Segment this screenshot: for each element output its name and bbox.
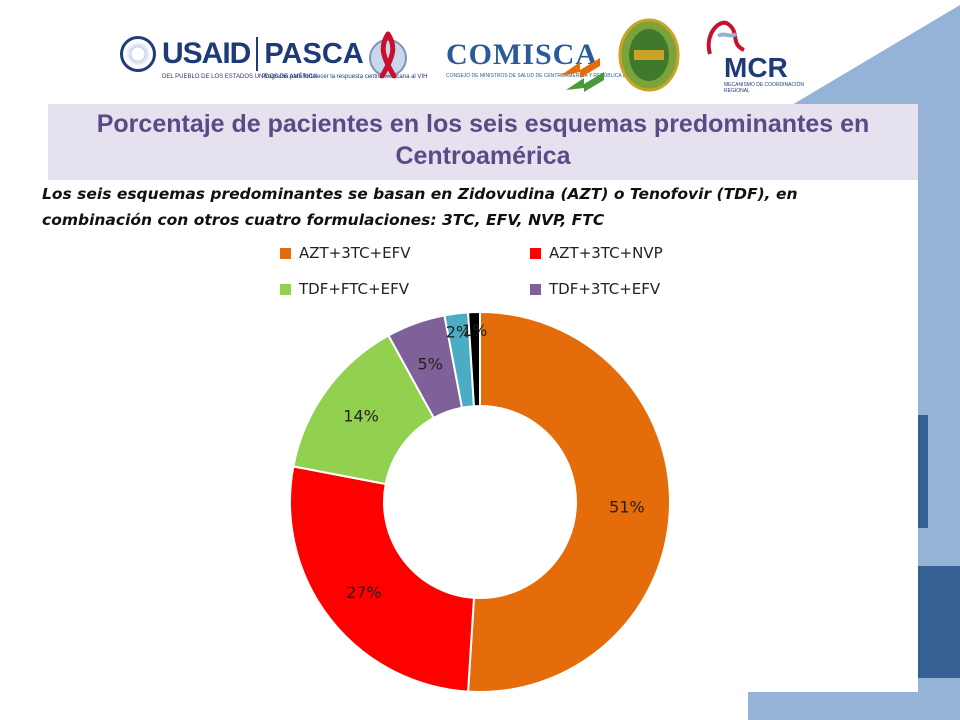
legend-label: AZT+3TC+NVP [549,244,663,262]
pasca-wordmark: PASCA [264,37,364,70]
legend-item: TDF+FTC+EFV [280,280,409,298]
partner-logo-bar: USAID PASCA DEL PUEBLO DE LOS ESTADOS UN… [110,8,830,100]
legend-swatch [280,283,291,295]
usaid-logo: USAID PASCA [120,36,364,72]
red-ribbon-globe-icon [369,31,407,79]
slice-label: 1% [462,321,487,340]
dark-blue-block-lower [918,566,960,678]
comisca-tagline: CONSEJO DE MINISTROS DE SALUD DE CENTROA… [446,73,655,79]
slide-subtitle: Los seis esquemas predominantes se basan… [42,185,798,229]
mcr-emblem-icon [706,20,745,55]
usaid-seal-icon [120,36,156,72]
comisca-logo: COMISCA [446,38,599,71]
logo-divider [256,37,259,71]
comisca-arrows-icon [560,58,604,92]
slice-label: 51% [609,498,645,517]
donut-slice [467,310,671,693]
donut-slice [467,310,481,408]
sica-seal-icon [618,18,680,92]
legend-item: AZT+3TC+EFV [280,244,411,262]
mcr-logo: MCR [724,52,788,83]
slice-label: 5% [418,355,443,374]
title-banner [48,104,918,180]
legend-item: TDF+3TC+EFV [530,280,660,298]
slice-label: 2% [446,322,471,341]
legend-label: TDF+FTC+EFV [299,280,409,298]
usaid-wordmark: USAID [162,37,251,70]
legend-label: AZT+3TC+EFV [299,244,411,262]
legend-swatch [530,283,541,295]
dark-blue-block-upper [918,415,928,528]
mcr-tagline: MECANISMO DE COORDINACIÓN REGIONAL [724,82,805,94]
legend-swatch [280,247,291,259]
donut-chart: 51% 27% 14% 5%2%1% [289,310,671,693]
donut-slice [289,465,476,693]
slice-label: 27% [346,583,382,602]
slice-label: 14% [343,407,379,426]
legend-label: TDF+3TC+EFV [549,280,661,298]
pasca-tagline: Programa para fortalecer la respuesta ce… [262,74,428,80]
slide-title: Porcentaje de pacientes en los seis esqu… [96,110,870,170]
legend-swatch [530,247,541,259]
legend-item: AZT+3TC+NVP [530,244,663,262]
usaid-tagline: DEL PUEBLO DE LOS ESTADOS UNIDOS DE AMÉR… [162,74,317,80]
